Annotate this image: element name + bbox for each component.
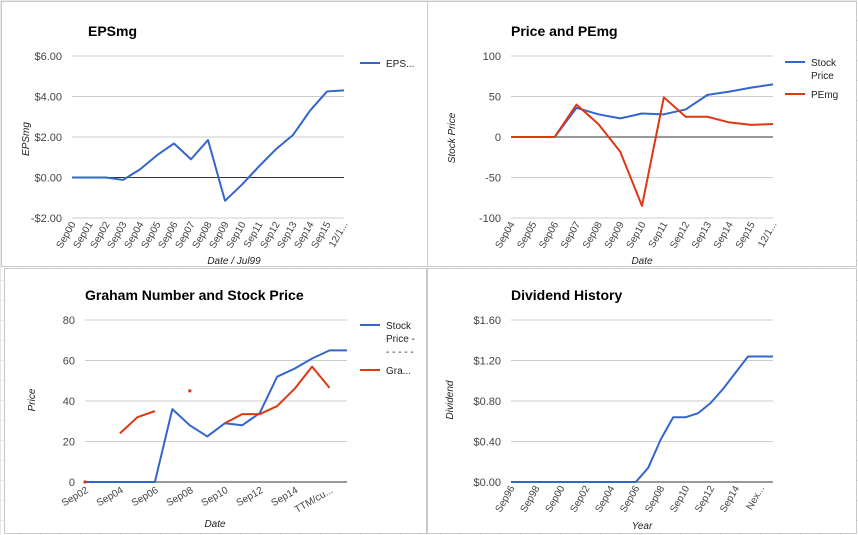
y-tick-label: $4.00 — [34, 92, 62, 104]
x-tick-label: Sep00 — [544, 484, 568, 515]
y-axis-title: Stock Price — [447, 112, 458, 163]
series-point — [188, 389, 192, 393]
x-tick-label: Sep14 — [718, 484, 742, 515]
y-axis-title: EPSmg — [21, 122, 32, 156]
legend-label-price: Price - — [386, 334, 415, 345]
y-tick-label: 40 — [63, 396, 75, 408]
y-tick-label: $1.60 — [473, 315, 501, 327]
x-axis-title: Date / Jul99 — [207, 256, 261, 267]
x-axis-title: Date — [631, 256, 653, 267]
chart-panel-graham: Graham Number and Stock Price 0 20 40 60 80 … — [4, 268, 427, 534]
x-tick-label: Sep08 — [165, 485, 196, 509]
chart-panel-price-pemg: Price and PEmg -100 -50 0 50 100 Sep04 Sep05 S… — [427, 1, 857, 267]
y-axis-title: Dividend — [445, 380, 456, 419]
y-axis-title: Price — [27, 388, 38, 411]
legend: Stock Price - - - - - - Gra... — [360, 321, 415, 377]
y-tick-label: $0.40 — [473, 437, 501, 449]
legend-label-eps: EPS... — [386, 59, 414, 70]
x-tick-label: Sep10 — [625, 220, 649, 251]
y-tick-label: $2.00 — [34, 132, 62, 144]
x-axis-title: Year — [632, 521, 653, 532]
legend-label-stock: Stock — [811, 58, 837, 69]
x-tick-label: 12/1... — [756, 220, 779, 250]
y-tick-label: -50 — [485, 173, 501, 185]
y-tick-label: 50 — [489, 92, 501, 104]
y-tick-label: 20 — [63, 437, 75, 449]
y-tick-label: 60 — [63, 356, 75, 368]
x-tick-label: Sep07 — [559, 220, 583, 251]
y-tick-label: 80 — [63, 315, 75, 327]
x-tick-label: Sep15 — [734, 220, 758, 251]
chart-panel-epsmg: EPSmg -$2.00 $0.00 $2.00 $4.00 $6.00 Sep00 Se… — [1, 1, 428, 267]
x-tick-label: Sep08 — [643, 484, 667, 515]
x-tick-label: Sep98 — [519, 484, 543, 515]
x-tick-label: Sep05 — [515, 220, 539, 251]
y-tick-label: $0.00 — [34, 173, 62, 185]
series-line-primary — [85, 349, 347, 483]
y-tick-label: 0 — [69, 477, 75, 489]
legend-label-stock: Stock — [386, 321, 412, 332]
y-tick-label: $0.00 — [473, 477, 501, 489]
chart-title: Graham Number and Stock Price — [85, 287, 304, 303]
y-tick-label: $6.00 — [34, 51, 62, 63]
x-tick-label: Sep06 — [130, 485, 161, 509]
x-tick-label: Sep12 — [235, 485, 266, 509]
y-tick-label: 100 — [483, 51, 501, 63]
y-tick-label: 0 — [495, 132, 501, 144]
legend: Stock Price PEmg — [785, 58, 838, 101]
y-tick-label: $0.80 — [473, 396, 501, 408]
series-line-primary — [511, 83, 774, 138]
x-tick-label: Sep12 — [693, 484, 717, 515]
legend-label-graham: Gra... — [386, 366, 411, 377]
y-tick-label: $1.20 — [473, 356, 501, 368]
series-point — [83, 480, 87, 484]
x-axis-title: Date — [204, 519, 226, 530]
x-tick-label: Nex... — [745, 484, 768, 512]
x-tick-label: Sep10 — [668, 484, 692, 515]
dividend-chart-svg: Dividend History $0.00 $0.40 $0.80 $1.20 $1.… — [445, 287, 773, 532]
x-tick-label: Sep02 — [60, 485, 91, 509]
chart-title: Price and PEmg — [511, 23, 618, 39]
chart-title: EPSmg — [88, 23, 137, 39]
chart-title: Dividend History — [511, 287, 622, 303]
chart-panel-dividend: Dividend History $0.00 $0.40 $0.80 $1.20 $1.… — [427, 268, 857, 534]
legend: EPS... — [360, 59, 414, 70]
x-tick-label: Sep08 — [581, 220, 605, 251]
y-tick-label: -100 — [479, 213, 501, 225]
x-tick-label: Sep12 — [668, 220, 692, 251]
x-tick-label: Sep13 — [690, 220, 714, 251]
graham-chart-svg: Graham Number and Stock Price 020406080 … — [27, 287, 415, 530]
x-tick-label: Sep06 — [618, 484, 642, 515]
epsmg-chart-svg: EPSmg -$2.00$0.00$2.00$4.00$6.00 Sep00Se… — [21, 23, 414, 267]
series-line-secondary — [119, 410, 156, 435]
legend-label-dashes: - - - - - — [386, 347, 414, 358]
y-tick-label: -$2.00 — [31, 213, 62, 225]
series-line-secondary — [511, 96, 774, 207]
series-line-secondary — [224, 365, 331, 425]
x-tick-label: TTM/cu... — [293, 485, 335, 516]
x-tick-label: Sep09 — [603, 220, 627, 251]
series-line-primary — [511, 355, 773, 483]
x-tick-label: Sep14 — [712, 220, 736, 251]
series-line-primary — [72, 89, 345, 202]
legend-label-pemg: PEmg — [811, 90, 838, 101]
x-tick-label: Sep10 — [200, 485, 231, 509]
x-tick-label: Sep02 — [568, 484, 592, 515]
x-tick-label: Sep04 — [95, 485, 126, 509]
legend-label-price: Price — [811, 71, 834, 82]
x-tick-label: Sep06 — [537, 220, 561, 251]
x-tick-label: Sep04 — [593, 484, 617, 515]
